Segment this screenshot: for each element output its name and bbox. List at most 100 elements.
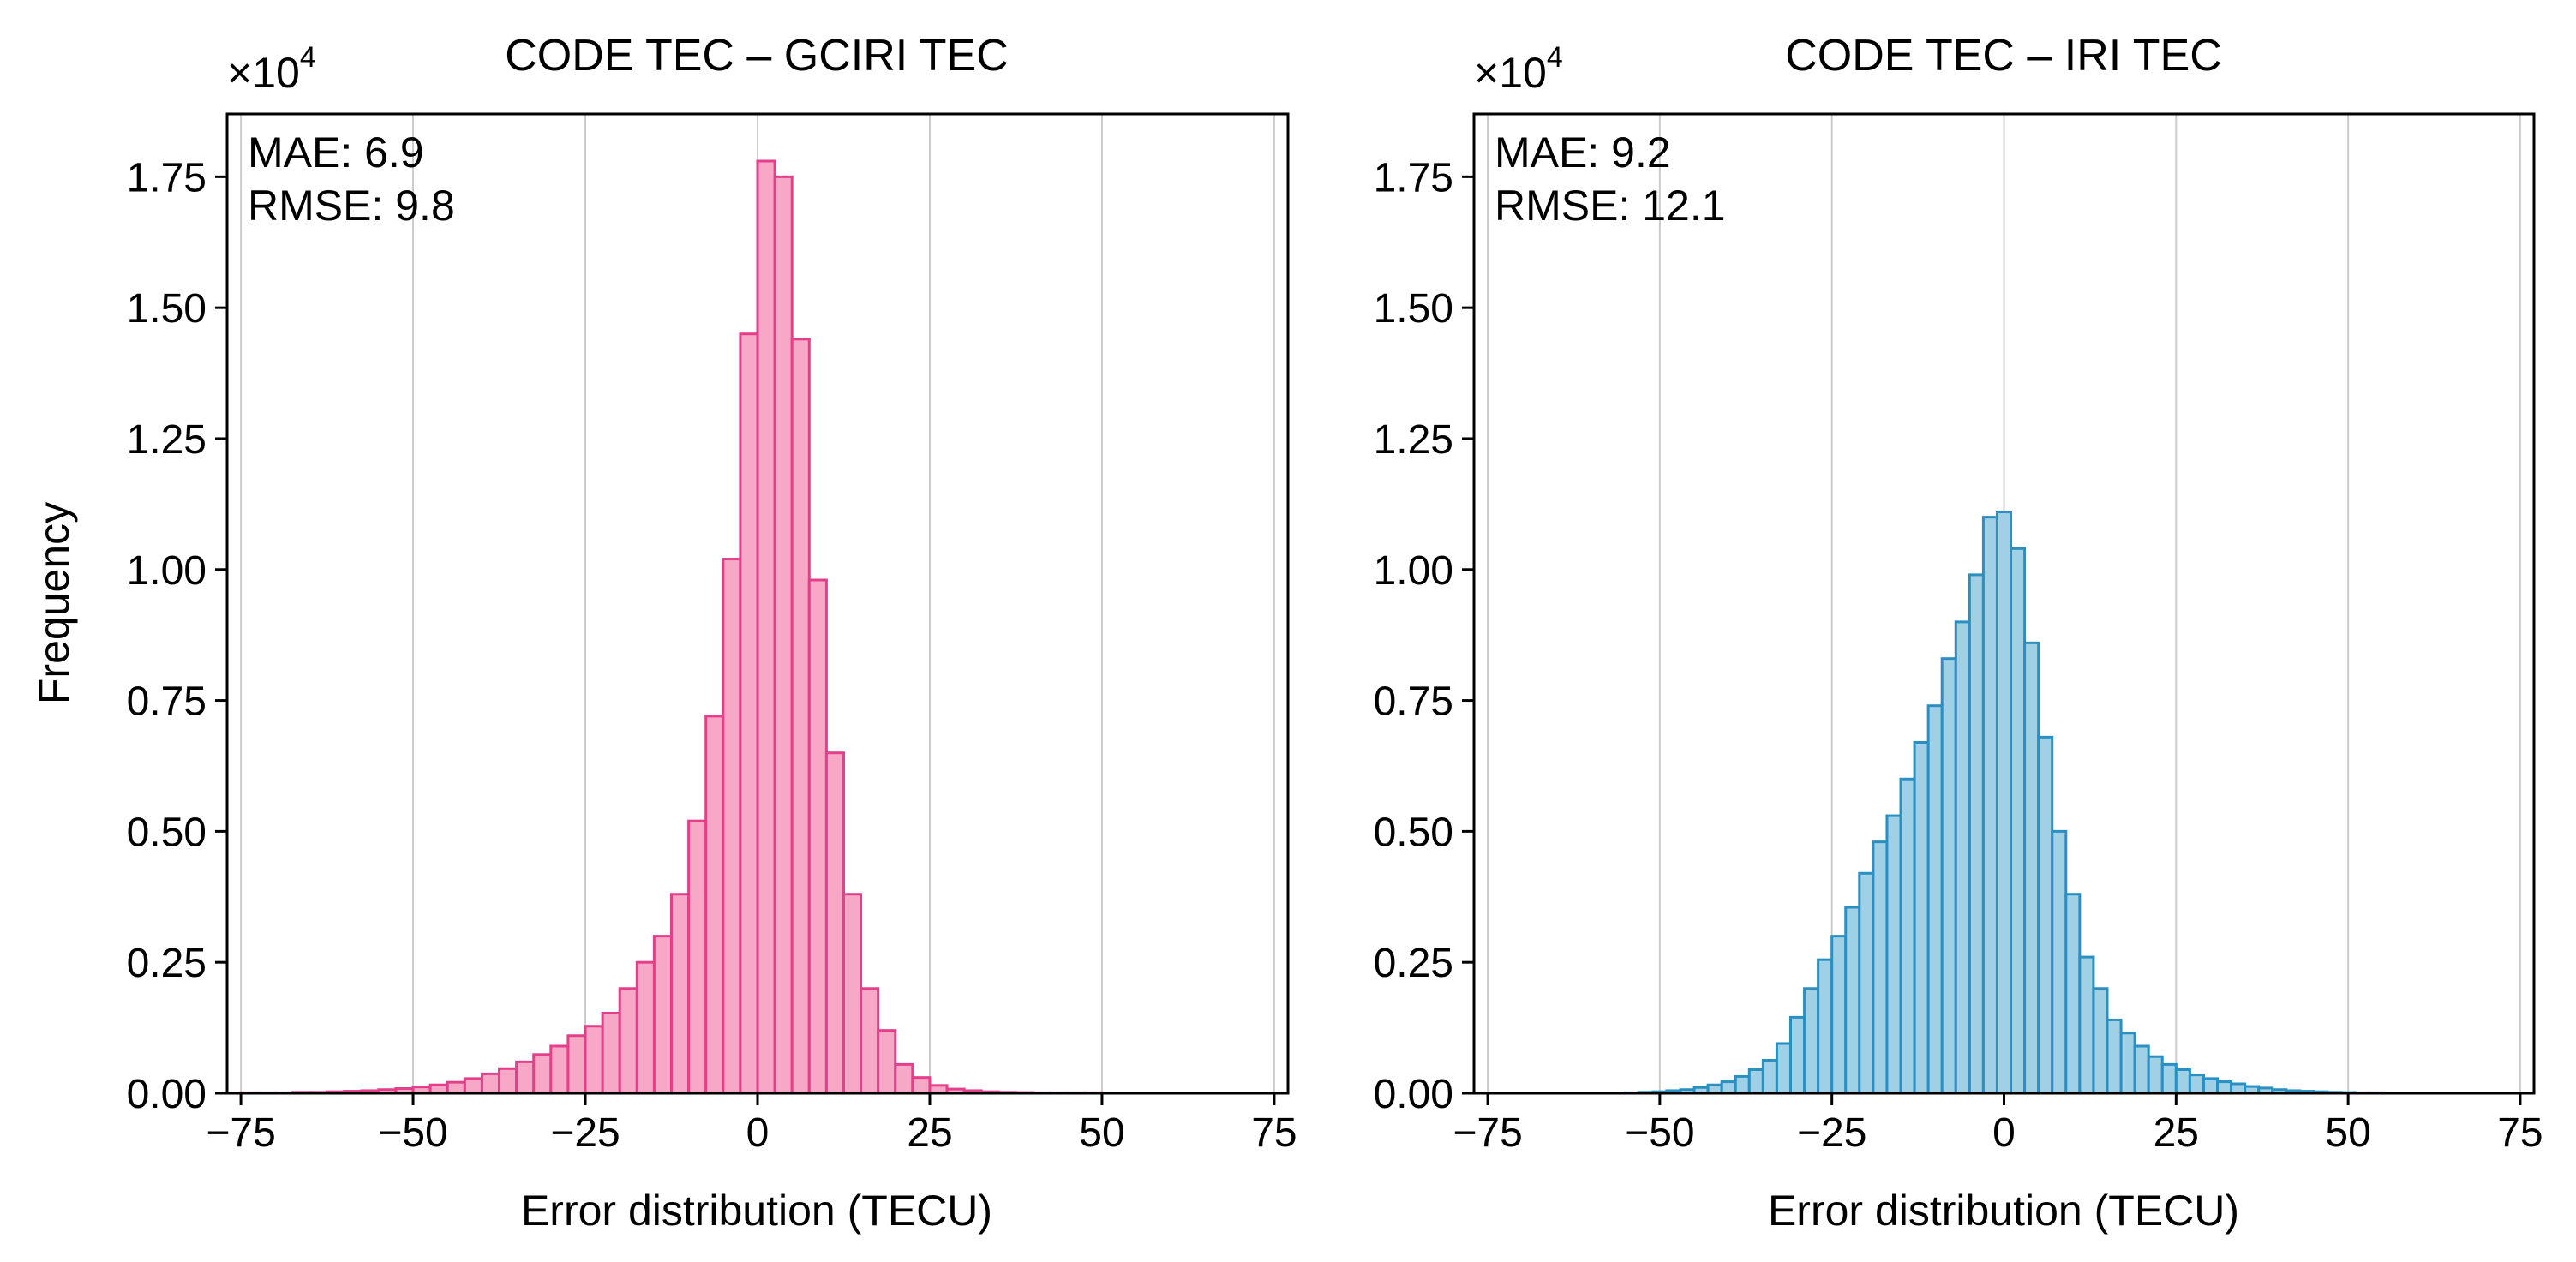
histogram-bar bbox=[1981, 516, 1998, 1095]
histogram-bar bbox=[446, 1080, 466, 1095]
histogram-bar bbox=[463, 1077, 483, 1095]
chart-left-title: CODE TEC – GCIRI TEC bbox=[505, 31, 1009, 81]
histogram-bar bbox=[807, 578, 828, 1095]
histogram-bar bbox=[566, 1034, 587, 1095]
chart-left-ylabel: Frequency bbox=[30, 502, 78, 704]
y-tick-label: 0.00 bbox=[1374, 1072, 1453, 1117]
chart-left-mae: MAE: 6.9 bbox=[248, 129, 424, 176]
histogram-bar bbox=[1872, 840, 1889, 1095]
y-tick-label: 0.00 bbox=[127, 1072, 207, 1117]
histogram-bar bbox=[877, 1029, 897, 1095]
y-tick-label: 1.50 bbox=[1374, 286, 1453, 332]
y-tick-label: 0.50 bbox=[127, 810, 207, 855]
histogram-bar bbox=[1761, 1058, 1778, 1095]
histogram-bar bbox=[601, 1011, 621, 1095]
chart-left: CODE TEC – GCIRI TEC ×104 0.00 0.25 0.50 0.… bbox=[30, 31, 1297, 1235]
histogram-bar bbox=[1940, 657, 1957, 1095]
histogram-bar bbox=[652, 935, 674, 1095]
chart-left-xticks: −75 −50 −25 0 25 50 75 bbox=[206, 1093, 1297, 1156]
y-tick-label: 0.50 bbox=[1374, 810, 1453, 855]
histogram-bar bbox=[2174, 1068, 2191, 1095]
x-tick-label: −75 bbox=[1453, 1110, 1522, 1156]
histogram-bar bbox=[842, 893, 863, 1095]
histogram-bar bbox=[2160, 1062, 2178, 1095]
chart-left-rmse: RMSE: 9.8 bbox=[248, 182, 455, 230]
y-tick-label: 1.00 bbox=[1374, 548, 1453, 594]
histogram-bar bbox=[2133, 1044, 2150, 1095]
histogram-bar bbox=[618, 987, 638, 1095]
chart-right: CODE TEC – IRI TEC ×104 0.00 0.25 0.50 0.75… bbox=[1374, 31, 2543, 1235]
histogram-bar bbox=[1954, 620, 1971, 1095]
y-tick-label: 0.75 bbox=[1374, 679, 1453, 725]
histogram-bar bbox=[704, 715, 725, 1095]
y-tick-label: 0.75 bbox=[127, 679, 207, 725]
histogram-bar bbox=[480, 1072, 501, 1095]
histogram-bar bbox=[635, 960, 656, 1095]
y-tick-label: 1.25 bbox=[1374, 417, 1453, 463]
histogram-bar bbox=[722, 558, 742, 1095]
chart-right-xticks: −75 −50 −25 0 25 50 75 bbox=[1453, 1093, 2543, 1156]
chart-left-frame bbox=[225, 112, 1290, 1095]
histogram-bar bbox=[1858, 871, 1875, 1095]
histogram-bar bbox=[1830, 935, 1848, 1095]
histogram-bar bbox=[549, 1044, 570, 1095]
histogram-bar bbox=[2092, 987, 2109, 1095]
x-tick-label: 75 bbox=[1251, 1110, 1297, 1156]
histogram-bar bbox=[824, 751, 845, 1095]
histogram-bar bbox=[2010, 547, 2027, 1095]
histogram-bar bbox=[1720, 1080, 1737, 1095]
histogram-bar bbox=[1775, 1042, 1792, 1095]
histogram-bar bbox=[1968, 573, 1985, 1095]
histogram-bar bbox=[2216, 1080, 2233, 1095]
histogram-bar bbox=[2078, 955, 2095, 1095]
chart-left-multiplier: ×104 bbox=[227, 41, 316, 97]
histogram-bar bbox=[1995, 511, 2013, 1095]
y-tick-label: 1.75 bbox=[1374, 155, 1453, 200]
x-tick-label: −25 bbox=[1797, 1110, 1866, 1156]
histogram-bar bbox=[2064, 893, 2082, 1095]
histogram-bar bbox=[2119, 1032, 2136, 1095]
histogram-bar bbox=[2023, 641, 2040, 1095]
histogram-bar bbox=[498, 1067, 518, 1095]
histogram-bar bbox=[1844, 906, 1861, 1095]
histogram-bar bbox=[860, 987, 880, 1095]
histogram-bar bbox=[2202, 1077, 2220, 1095]
histogram-bar bbox=[2037, 735, 2054, 1095]
histogram-bar bbox=[894, 1062, 914, 1095]
histogram-bar bbox=[1885, 814, 1902, 1095]
chart-right-mae: MAE: 9.2 bbox=[1495, 129, 1671, 176]
histogram-bar bbox=[773, 175, 794, 1095]
chart-left-xlabel: Error distribution (TECU) bbox=[521, 1187, 992, 1235]
histogram-bar bbox=[2230, 1082, 2247, 1095]
histogram-bar bbox=[1926, 704, 1944, 1095]
x-tick-label: 0 bbox=[1992, 1110, 2016, 1156]
histogram-bar bbox=[739, 332, 759, 1095]
y-tick-label: 1.00 bbox=[127, 548, 207, 594]
x-tick-label: −75 bbox=[206, 1110, 275, 1156]
histogram-bar bbox=[2051, 829, 2068, 1095]
x-tick-label: 25 bbox=[907, 1110, 952, 1156]
x-tick-label: 25 bbox=[2154, 1110, 2199, 1156]
chart-left-bars bbox=[239, 159, 1104, 1095]
x-tick-label: −50 bbox=[378, 1110, 447, 1156]
histogram-bar bbox=[1803, 987, 1820, 1095]
chart-right-rmse: RMSE: 12.1 bbox=[1495, 182, 1726, 230]
histogram-bar bbox=[756, 159, 776, 1095]
histogram-bar bbox=[2147, 1055, 2164, 1095]
x-tick-label: 0 bbox=[746, 1110, 770, 1156]
chart-right-title: CODE TEC – IRI TEC bbox=[1785, 31, 2222, 81]
y-tick-label: 0.25 bbox=[127, 941, 207, 986]
chart-right-yticks: 0.00 0.25 0.50 0.75 1.00 1.25 1.50 1.75 bbox=[1374, 155, 1474, 1117]
histogram-bar bbox=[1899, 777, 1916, 1095]
x-tick-label: 75 bbox=[2497, 1110, 2543, 1156]
y-tick-label: 1.50 bbox=[127, 286, 207, 332]
histogram-bar bbox=[1817, 958, 1834, 1095]
histogram-bar bbox=[1788, 1015, 1806, 1095]
chart-right-multiplier: ×104 bbox=[1474, 41, 1563, 97]
chart-right-frame bbox=[1472, 112, 2536, 1095]
histogram-bar bbox=[790, 338, 811, 1095]
x-tick-label: −50 bbox=[1625, 1110, 1694, 1156]
y-tick-label: 1.75 bbox=[127, 155, 207, 200]
histogram-bar bbox=[584, 1025, 604, 1095]
